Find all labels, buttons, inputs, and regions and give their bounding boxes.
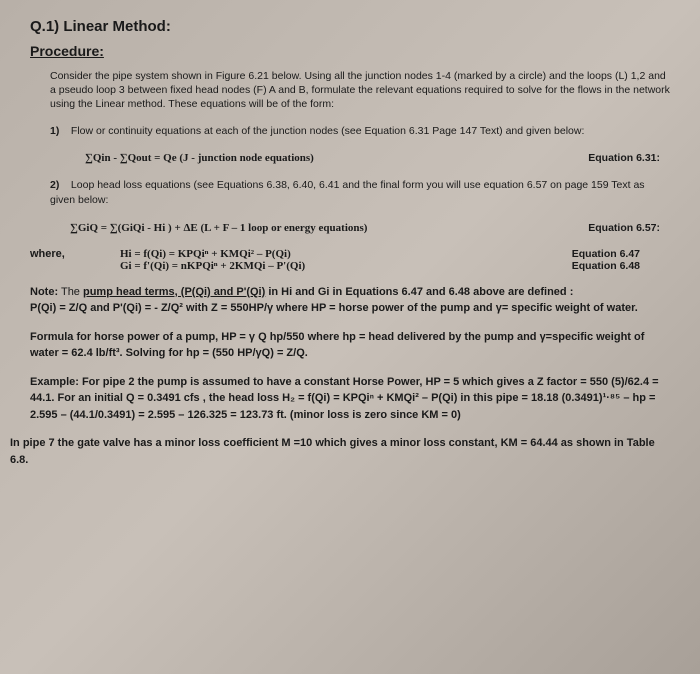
- where-eq-2-row: Gi = f'(Qi) = nKPQiⁿ + 2KMQi – P'(Qi) Eq…: [120, 260, 670, 272]
- formula-paragraph: Formula for horse power of a pump, HP = …: [30, 329, 670, 362]
- intro-paragraph: Consider the pipe system shown in Figure…: [30, 69, 670, 112]
- where-eq-1: Hi = f(Qi) = KPQiⁿ + KMQi² – P(Qi): [120, 248, 291, 260]
- where-block: where, Hi = f(Qi) = KPQiⁿ + KMQi² – P(Qi…: [30, 248, 670, 272]
- note-underline: pump head terms, (P(Qi) and P'(Qi): [83, 286, 265, 298]
- where-label: where,: [30, 248, 120, 272]
- equation-2-label: Equation 6.57:: [588, 222, 660, 234]
- where-eq-2: Gi = f'(Qi) = nKPQiⁿ + 2KMQi – P'(Qi): [120, 260, 305, 272]
- note-text-1: The: [61, 286, 83, 298]
- example-paragraph: Example: For pipe 2 the pump is assumed …: [30, 374, 670, 424]
- question-title: Q.1) Linear Method:: [30, 18, 670, 35]
- equation-1-formula: ∑Qin - ∑Qout = Qe (J - junction node equ…: [85, 152, 314, 164]
- equation-1-label: Equation 6.31:: [588, 152, 660, 164]
- pipe7-paragraph: In pipe 7 the gate valve has a minor los…: [10, 435, 670, 468]
- note-label: Note:: [30, 286, 58, 298]
- section-2-text: Loop head loss equations (see Equations …: [50, 179, 645, 206]
- section-2-number: 2): [50, 178, 68, 193]
- section-2: 2) Loop head loss equations (see Equatio…: [30, 178, 670, 207]
- equation-2-formula: ∑GiQ = ∑(GiQi - Hi ) + ΔE (L + F – 1 loo…: [70, 222, 367, 234]
- section-1: 1) Flow or continuity equations at each …: [30, 124, 670, 139]
- note-line-2: P(Qi) = Z/Q and P'(Qi) = - Z/Q² with Z =…: [30, 300, 670, 317]
- equation-2-row: ∑GiQ = ∑(GiQi - Hi ) + ΔE (L + F – 1 loo…: [30, 218, 670, 238]
- section-1-number: 1): [50, 124, 68, 139]
- note-text-2: in Hi and Gi in Equations 6.47 and 6.48 …: [265, 286, 573, 298]
- where-eq-1-row: Hi = f(Qi) = KPQiⁿ + KMQi² – P(Qi) Equat…: [120, 248, 670, 260]
- where-eq-1-label: Equation 6.47: [572, 248, 640, 260]
- note-block: Note: The pump head terms, (P(Qi) and P'…: [30, 284, 670, 317]
- where-equations: Hi = f(Qi) = KPQiⁿ + KMQi² – P(Qi) Equat…: [120, 248, 670, 272]
- document-page: Q.1) Linear Method: Procedure: Consider …: [30, 18, 670, 468]
- procedure-heading: Procedure:: [30, 43, 670, 59]
- equation-1-row: ∑Qin - ∑Qout = Qe (J - junction node equ…: [30, 148, 670, 168]
- where-eq-2-label: Equation 6.48: [572, 260, 640, 272]
- section-1-text: Flow or continuity equations at each of …: [71, 125, 584, 137]
